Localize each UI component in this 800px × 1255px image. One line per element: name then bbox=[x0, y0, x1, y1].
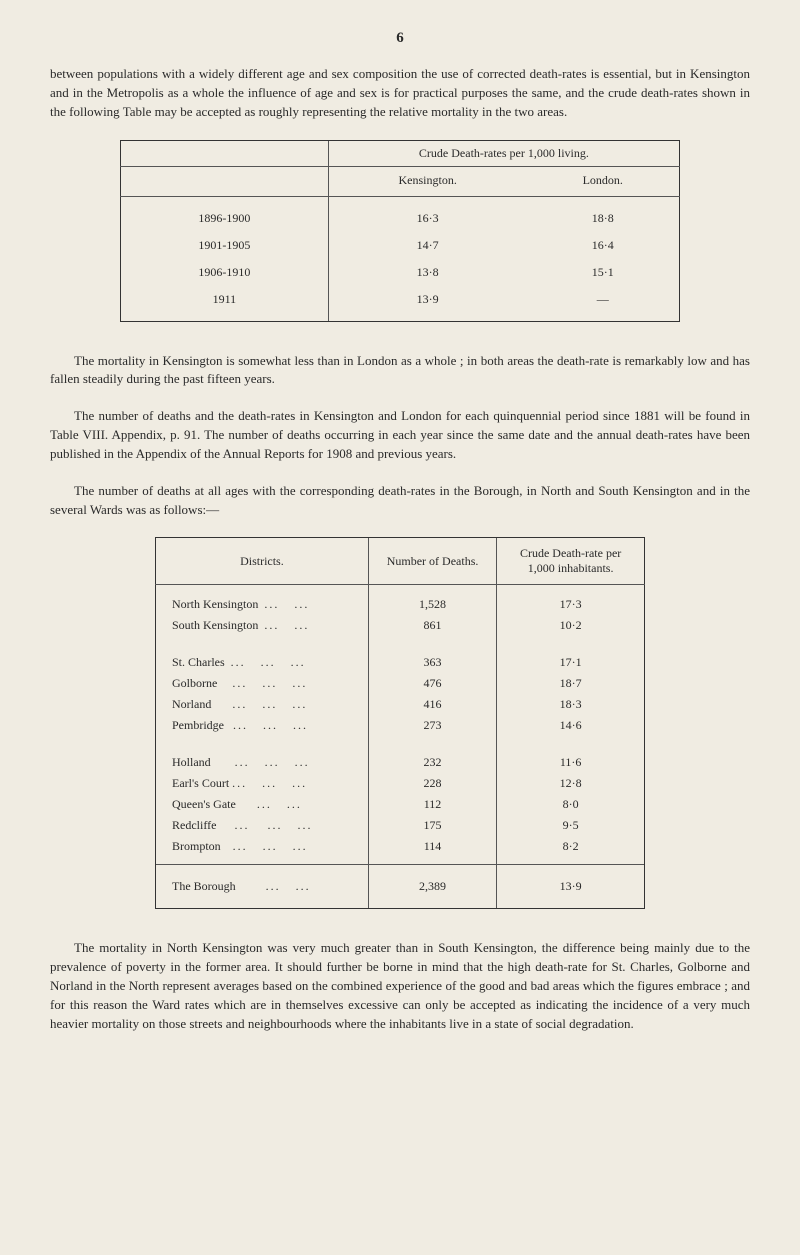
district-name: South Kensington ... ... bbox=[156, 615, 369, 643]
page-number: 6 bbox=[50, 30, 750, 47]
district-name: Brompton ... ... ... bbox=[156, 836, 369, 865]
table1-london: 18·8 bbox=[527, 196, 680, 232]
table1-kensington: 13·9 bbox=[328, 286, 526, 322]
table1-london: 15·1 bbox=[527, 259, 680, 286]
paragraph-1: between populations with a widely differ… bbox=[50, 65, 750, 122]
district-rate: 18·3 bbox=[497, 694, 645, 715]
district-deaths: 416 bbox=[368, 694, 496, 715]
district-rate: 9·5 bbox=[497, 815, 645, 836]
district-deaths: 232 bbox=[368, 743, 496, 773]
table1-sub-kensington: Kensington. bbox=[328, 166, 526, 196]
table1-sub-london: London. bbox=[527, 166, 680, 196]
district-deaths: 861 bbox=[368, 615, 496, 643]
table2-header-deaths: Number of Deaths. bbox=[368, 538, 496, 585]
table1-kensington: 16·3 bbox=[328, 196, 526, 232]
table1-period: 1911 bbox=[121, 286, 329, 322]
district-deaths: 273 bbox=[368, 715, 496, 743]
district-rate: 8·0 bbox=[497, 794, 645, 815]
table1-spanner: Crude Death-rates per 1,000 living. bbox=[328, 140, 679, 166]
district-name: Queen's Gate ... ... bbox=[156, 794, 369, 815]
paragraph-2: The mortality in Kensington is somewhat … bbox=[50, 352, 750, 390]
district-name: Pembridge ... ... ... bbox=[156, 715, 369, 743]
district-rate: 17·3 bbox=[497, 585, 645, 616]
district-rate: 10·2 bbox=[497, 615, 645, 643]
district-rate: 17·1 bbox=[497, 643, 645, 673]
document-page: 6 between populations with a widely diff… bbox=[0, 0, 800, 1092]
district-name: Redcliffe ... ... ... bbox=[156, 815, 369, 836]
district-name: Holland ... ... ... bbox=[156, 743, 369, 773]
district-rate: 14·6 bbox=[497, 715, 645, 743]
paragraph-3: The number of deaths and the death-rates… bbox=[50, 407, 750, 464]
paragraph-5: The mortality in North Kensington was ve… bbox=[50, 939, 750, 1033]
district-rate: 11·6 bbox=[497, 743, 645, 773]
paragraph-4: The number of deaths at all ages with th… bbox=[50, 482, 750, 520]
district-name: Earl's Court ... ... ... bbox=[156, 773, 369, 794]
table1-london: 16·4 bbox=[527, 232, 680, 259]
district-name: St. Charles ... ... ... bbox=[156, 643, 369, 673]
district-deaths: 476 bbox=[368, 673, 496, 694]
district-deaths: 363 bbox=[368, 643, 496, 673]
districts-table: Districts. Number of Deaths. Crude Death… bbox=[155, 537, 645, 909]
district-rate: 8·2 bbox=[497, 836, 645, 865]
table1-london: — bbox=[527, 286, 680, 322]
total-deaths: 2,389 bbox=[368, 865, 496, 909]
district-deaths: 114 bbox=[368, 836, 496, 865]
district-deaths: 175 bbox=[368, 815, 496, 836]
table1-empty-subheader bbox=[121, 166, 329, 196]
district-name: Golborne ... ... ... bbox=[156, 673, 369, 694]
district-deaths: 228 bbox=[368, 773, 496, 794]
table1-period: 1901-1905 bbox=[121, 232, 329, 259]
table1-kensington: 14·7 bbox=[328, 232, 526, 259]
table2-header-rate: Crude Death-rate per 1,000 inhabitants. bbox=[497, 538, 645, 585]
district-rate: 12·8 bbox=[497, 773, 645, 794]
district-rate: 18·7 bbox=[497, 673, 645, 694]
table2-header-districts: Districts. bbox=[156, 538, 369, 585]
total-name: The Borough ... ... bbox=[156, 865, 369, 909]
district-deaths: 1,528 bbox=[368, 585, 496, 616]
district-name: North Kensington ... ... bbox=[156, 585, 369, 616]
district-name: Norland ... ... ... bbox=[156, 694, 369, 715]
death-rates-table: Crude Death-rates per 1,000 living. Kens… bbox=[120, 140, 680, 322]
total-rate: 13·9 bbox=[497, 865, 645, 909]
table1-kensington: 13·8 bbox=[328, 259, 526, 286]
table1-empty-header bbox=[121, 140, 329, 166]
table1-period: 1906-1910 bbox=[121, 259, 329, 286]
district-deaths: 112 bbox=[368, 794, 496, 815]
table1-period: 1896-1900 bbox=[121, 196, 329, 232]
